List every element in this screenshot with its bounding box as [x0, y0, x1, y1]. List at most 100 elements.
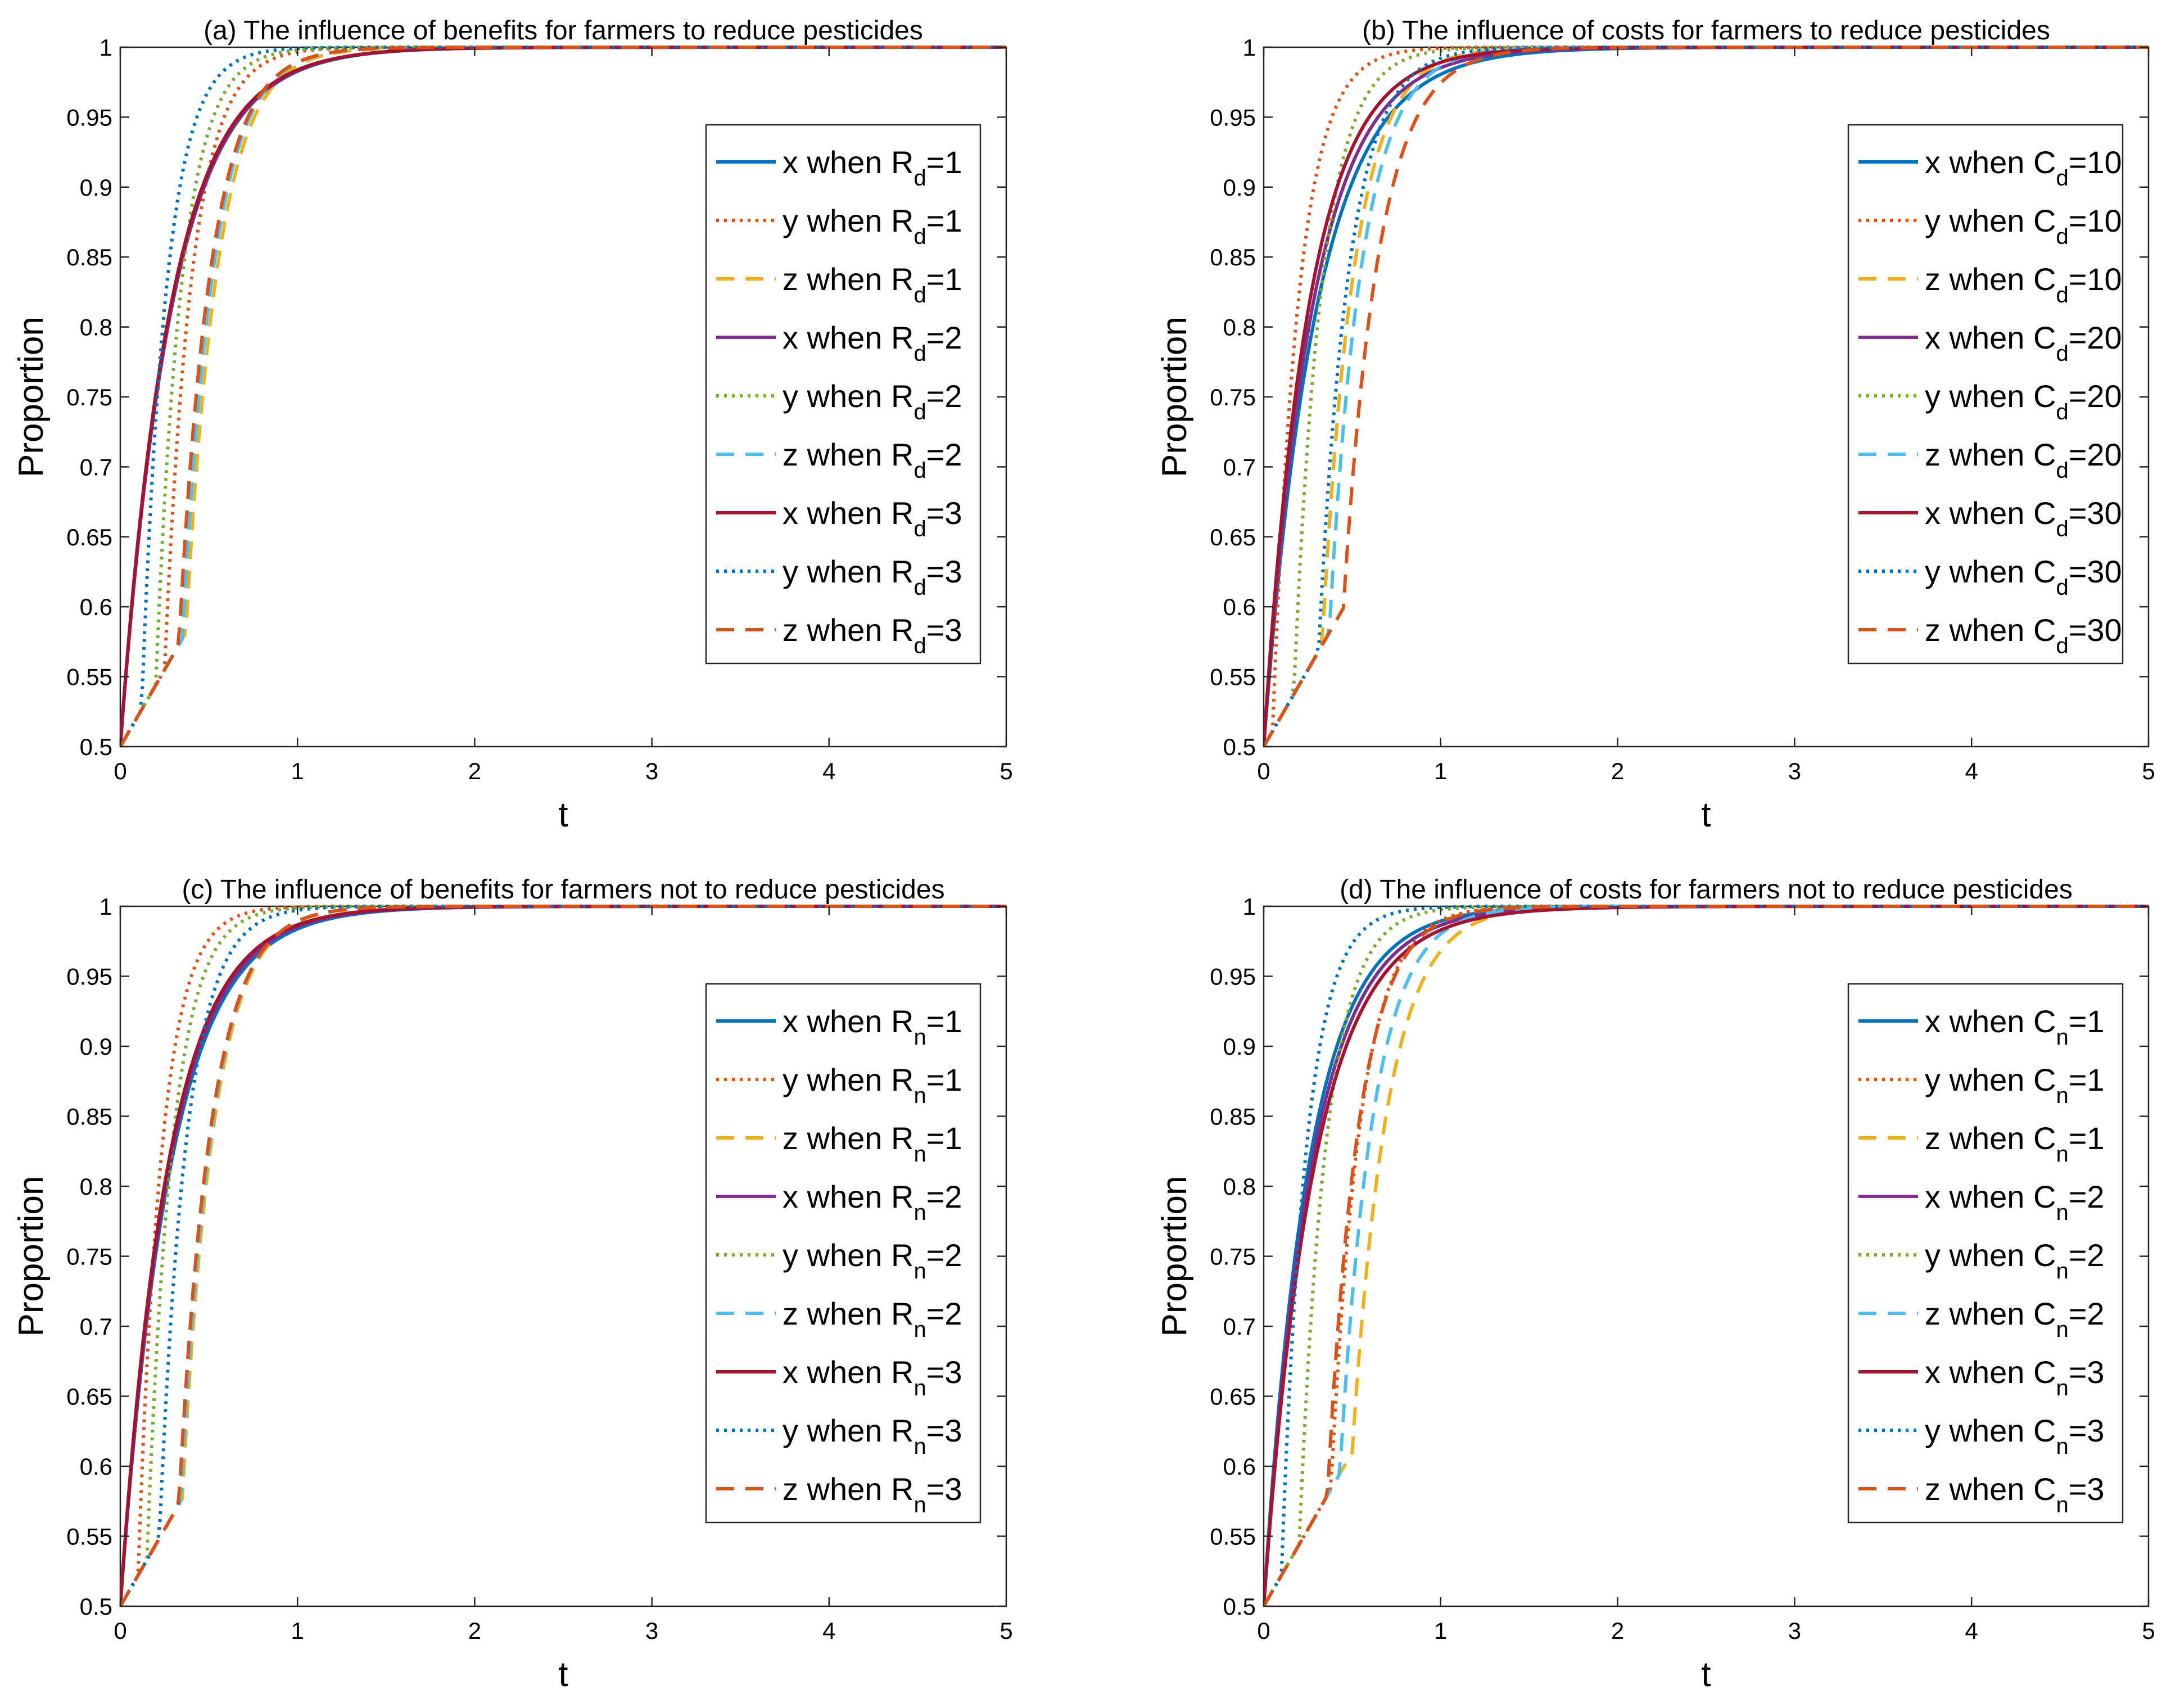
- ytick-label: 0.95: [1210, 104, 1256, 130]
- legend-label: z when Rd=3: [783, 612, 962, 658]
- series-group-d: [1264, 905, 2149, 1607]
- legend-box: [705, 983, 982, 1524]
- xtick-label: 5: [2142, 1617, 2155, 1644]
- legend-label: x when Cn=3: [1925, 1354, 2105, 1400]
- ytick-label: 0.6: [1223, 1453, 1256, 1480]
- xtick-label: 0: [1257, 758, 1270, 784]
- legend-label: z when Cd=10: [1925, 261, 2122, 308]
- legend-label: y when Rn=3: [783, 1413, 962, 1459]
- xtick-label: 4: [1965, 1617, 1978, 1644]
- legend-label: x when Cn=1: [1925, 1004, 2105, 1050]
- series-line-c-8: [120, 905, 1006, 1607]
- legend-label: y when Rd=3: [783, 554, 962, 600]
- legend-b: x when Cd=10 y when Cd=10 z when Cd=10 x wh…: [1847, 124, 2124, 665]
- legend-label: x when Rn=1: [783, 1004, 962, 1050]
- ytick-label: 0.9: [1223, 174, 1256, 201]
- y-axis-label-d: Proportion: [1155, 1176, 1194, 1336]
- ytick-label: 0.65: [1210, 524, 1256, 550]
- ytick-label: 0.65: [1210, 1384, 1256, 1410]
- ytick-label: 0.8: [1223, 314, 1256, 341]
- series-group-a: [120, 46, 1006, 748]
- ytick-label: 0.7: [1223, 454, 1256, 480]
- legend-box: [1847, 124, 2124, 665]
- legend-a: x when Rd=1 y when Rd=1 z when Rd=1 x when …: [705, 124, 982, 665]
- ytick-label: 0.6: [1223, 594, 1256, 620]
- legend-label: y when Cn=3: [1925, 1413, 2105, 1459]
- ytick-label: 0.6: [80, 594, 112, 620]
- ytick-label: 0.55: [1210, 1524, 1256, 1550]
- ytick-label: 0.85: [1210, 244, 1256, 270]
- xtick-label: 3: [1788, 1617, 1801, 1644]
- y-axis-label-c: Proportion: [12, 1176, 51, 1336]
- xtick-label: 3: [645, 1617, 658, 1644]
- chart-title-d: (d) The influence of costs for farmers n…: [1340, 875, 2073, 905]
- ytick-label: 0.85: [66, 244, 112, 270]
- legend-label: x when Cn=2: [1925, 1179, 2105, 1225]
- xtick-label: 1: [291, 758, 304, 784]
- xtick-label: 2: [1611, 1617, 1624, 1644]
- legend-label: z when Cn=2: [1925, 1296, 2105, 1342]
- x-axis-label-c: t: [558, 1655, 568, 1694]
- ytick-label: 0.75: [1210, 1244, 1256, 1270]
- xtick-label: 1: [1434, 758, 1447, 784]
- series-line-a-8: [120, 46, 1006, 748]
- ytick-label: 0.65: [66, 1384, 112, 1410]
- ytick-label: 0.5: [1223, 1593, 1256, 1620]
- ytick-label: 0.75: [66, 1244, 112, 1270]
- legend-label: y when Rn=2: [783, 1237, 962, 1284]
- series-line-b-8: [1264, 46, 2149, 748]
- xtick-label: 2: [1611, 758, 1624, 784]
- ytick-label: 0.6: [80, 1453, 112, 1480]
- ytick-label: 1: [99, 893, 112, 920]
- ytick-label: 0.55: [66, 1524, 112, 1550]
- ytick-label: 0.95: [66, 104, 112, 130]
- legend-label: z when Cn=1: [1925, 1120, 2105, 1167]
- legend-label: x when Cd=10: [1925, 144, 2122, 191]
- ytick-label: 0.75: [66, 384, 112, 410]
- ytick-label: 0.8: [1223, 1173, 1256, 1200]
- legend-label: x when Cd=30: [1925, 495, 2122, 541]
- legend-label: x when Rd=1: [783, 144, 962, 191]
- ytick-label: 0.7: [80, 454, 112, 480]
- legend-box: [1847, 983, 2124, 1524]
- legend-label: y when Rn=1: [783, 1062, 962, 1108]
- legend-label: z when Cd=30: [1925, 612, 2122, 658]
- ytick-label: 1: [99, 34, 112, 61]
- xtick-label: 0: [114, 1617, 126, 1644]
- xtick-label: 0: [114, 758, 126, 784]
- y-axis-label-a: Proportion: [12, 317, 51, 477]
- series-line-a-2: [120, 46, 1006, 748]
- ytick-label: 0.85: [66, 1104, 112, 1130]
- ytick-label: 0.55: [1210, 664, 1256, 690]
- legend-label: x when Rd=3: [783, 495, 962, 541]
- legend-c: x when Rn=1 y when Rn=1 z when Rn=1 x when …: [705, 983, 982, 1524]
- ytick-label: 0.5: [80, 734, 112, 760]
- ytick-label: 0.7: [80, 1313, 112, 1340]
- legend-label: z when Rn=3: [783, 1471, 962, 1517]
- ytick-label: 0.95: [66, 964, 112, 990]
- ytick-label: 0.5: [80, 1593, 112, 1620]
- legend-label: y when Cd=10: [1925, 203, 2122, 249]
- legend-d: x when Cn=1 y when Cn=1 z when Cn=1 x when …: [1847, 983, 2124, 1524]
- panel-c: 0.5 0.55 0.6 0.65 0.7 0.75 0.8 0.85 0.9 0.95 1 0 1 2 3…: [12, 875, 1013, 1694]
- xtick-label: 0: [1257, 1617, 1270, 1644]
- xtick-label: 3: [645, 758, 658, 784]
- ytick-label: 0.9: [80, 1033, 112, 1060]
- xtick-label: 4: [822, 758, 835, 784]
- ytick-label: 0.7: [1223, 1313, 1256, 1340]
- legend-label: x when Cd=20: [1925, 320, 2122, 366]
- legend-label: y when Cd=20: [1925, 378, 2122, 424]
- legend-label: z when Rd=2: [783, 437, 962, 483]
- legend-label: x when Rn=2: [783, 1179, 962, 1225]
- xtick-label: 5: [2142, 758, 2155, 784]
- ytick-label: 0.75: [1210, 384, 1256, 410]
- ytick-label: 0.65: [66, 524, 112, 550]
- series-group-b: [1264, 46, 2149, 748]
- legend-label: z when Rn=2: [783, 1296, 962, 1342]
- legend-label: z when Rn=1: [783, 1120, 962, 1167]
- chart-title-c: (c) The influence of benefits for farmer…: [182, 875, 944, 905]
- xtick-label: 5: [999, 1617, 1012, 1644]
- ytick-label: 1: [1243, 34, 1256, 61]
- xtick-label: 1: [1434, 1617, 1447, 1644]
- panel-d: 0.5 0.55 0.6 0.65 0.7 0.75 0.8 0.85 0.9 0.95 1 0 1 2 3…: [1155, 875, 2155, 1694]
